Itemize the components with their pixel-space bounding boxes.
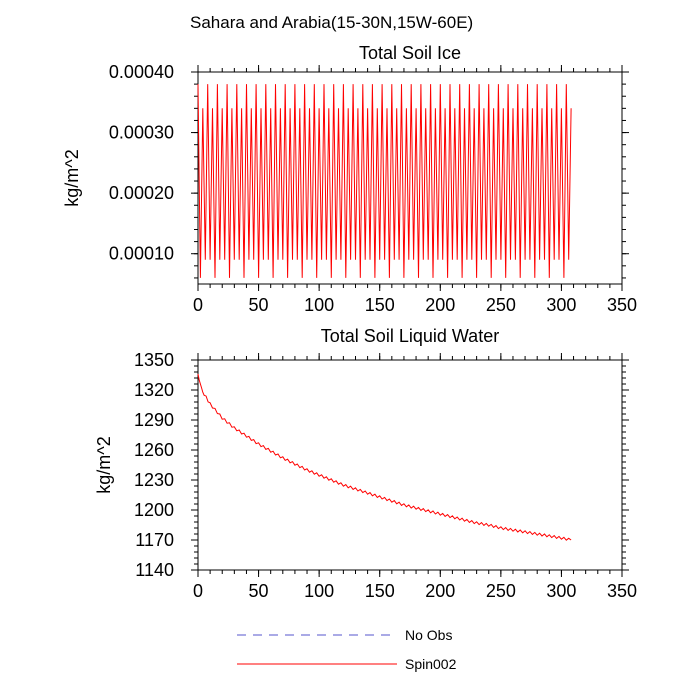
x-tick-label: 200 <box>425 295 455 315</box>
legend-label-no-obs: No Obs <box>405 627 452 643</box>
x-tick-label: 100 <box>304 295 334 315</box>
x-tick-label: 350 <box>607 581 637 601</box>
y-tick-label: 1260 <box>134 440 174 460</box>
y-tick-label: 1290 <box>134 410 174 430</box>
y-tick-label: 0.00010 <box>109 244 174 264</box>
y-tick-label: 1350 <box>134 350 174 370</box>
x-tick-label: 50 <box>249 581 269 601</box>
y-tick-label: 1320 <box>134 380 174 400</box>
series-line-spin002 <box>197 373 572 541</box>
series-line-spin002 <box>197 84 572 278</box>
y-tick-label: 1230 <box>134 470 174 490</box>
legend-label-spin002: Spin002 <box>405 656 457 672</box>
x-tick-label: 150 <box>365 581 395 601</box>
x-tick-label: 200 <box>425 581 455 601</box>
x-tick-label: 250 <box>486 295 516 315</box>
y-tick-label: 1200 <box>134 500 174 520</box>
y-tick-label: 0.00030 <box>109 123 174 143</box>
plot-frame <box>197 359 623 571</box>
y-axis-label: kg/m^2 <box>94 436 114 493</box>
legend: No Obs Spin002 <box>237 627 457 672</box>
y-tick-label: 1170 <box>135 530 174 550</box>
panel-title: Total Soil Liquid Water <box>321 326 499 346</box>
x-tick-label: 350 <box>607 295 637 315</box>
x-tick-label: 0 <box>193 295 203 315</box>
y-tick-label: 0.00040 <box>109 62 174 82</box>
x-tick-label: 100 <box>304 581 334 601</box>
y-tick-label: 0.00020 <box>109 183 174 203</box>
x-tick-label: 0 <box>193 581 203 601</box>
y-tick-label: 1140 <box>135 560 174 580</box>
panel-title: Total Soil Ice <box>359 43 461 63</box>
x-tick-label: 250 <box>486 581 516 601</box>
x-tick-label: 150 <box>365 295 395 315</box>
figure-title: Sahara and Arabia(15-30N,15W-60E) <box>190 13 473 32</box>
soil-liquid-water-panel: Total Soil Liquid Water kg/m^2 0 50 100 150 20… <box>94 326 637 601</box>
plot-frame <box>197 71 623 285</box>
soil-ice-panel: Total Soil Ice kg/m^2 0 50 100 150 200 250 300 35… <box>62 43 637 315</box>
y-axis-label: kg/m^2 <box>62 149 82 206</box>
x-tick-label: 300 <box>546 295 576 315</box>
x-tick-label: 50 <box>249 295 269 315</box>
x-tick-label: 300 <box>546 581 576 601</box>
